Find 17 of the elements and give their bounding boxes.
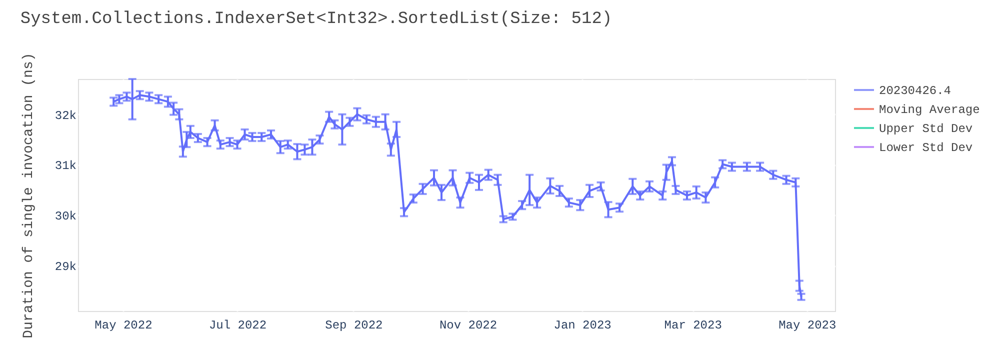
y-tick-label: 32k xyxy=(54,108,76,123)
y-tick-label: 31k xyxy=(54,159,76,174)
legend-label: Lower Std Dev xyxy=(879,141,973,155)
y-axis-title: Duration of single invocation (ns) xyxy=(20,52,37,338)
legend-label: 20230426.4 xyxy=(879,84,952,98)
x-tick-label: Jul 2022 xyxy=(208,318,267,332)
chart-title: System.Collections.IndexerSet<Int32>.SortedList(Size: 512) xyxy=(20,10,612,30)
x-tick-label: Mar 2023 xyxy=(664,318,722,332)
x-tick-label: Jan 2023 xyxy=(554,318,612,332)
legend-label: Upper Std Dev xyxy=(879,122,973,136)
y-tick-label: 30k xyxy=(54,210,76,224)
x-tick-label: Sep 2022 xyxy=(325,318,383,332)
y-tick-label: 29k xyxy=(54,260,76,274)
x-tick-label: May 2023 xyxy=(778,318,836,332)
x-tick-label: Nov 2022 xyxy=(439,318,498,332)
x-tick-label: May 2022 xyxy=(94,318,152,332)
legend-label: Moving Average xyxy=(879,103,980,117)
